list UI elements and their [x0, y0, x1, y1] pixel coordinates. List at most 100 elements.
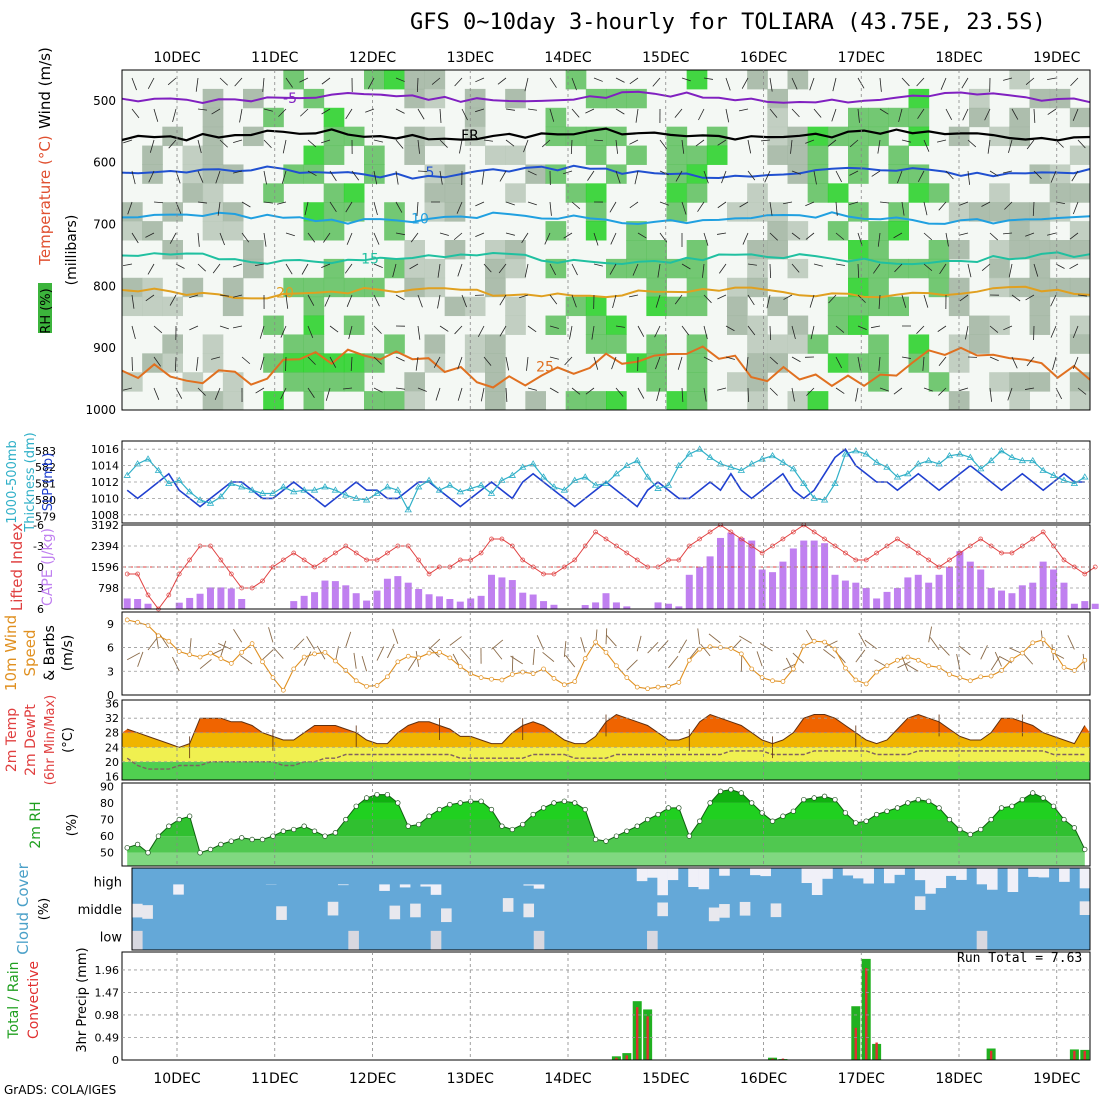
rh-cell [263, 315, 284, 335]
thickness-point [342, 491, 350, 498]
2m-rh-point [530, 811, 536, 818]
lifted-index-point [426, 571, 432, 577]
wind-barb [1050, 325, 1057, 338]
high-cloud-block [1038, 868, 1050, 878]
slp-tick-label: 1014 [91, 460, 119, 473]
thickness-point [1008, 453, 1016, 460]
wind-barb [505, 139, 515, 147]
rh-cell [747, 258, 768, 279]
rh-cell [202, 353, 224, 373]
wind-speed-point [395, 659, 401, 665]
cape-bar [321, 580, 329, 609]
wind-barb [634, 170, 639, 185]
wind-barb [153, 387, 160, 400]
rh-cell [222, 372, 244, 392]
wind-barb [657, 640, 669, 652]
low-cloud-block [647, 930, 658, 950]
rh-cell [1029, 202, 1051, 222]
cape-bar [425, 594, 433, 609]
wind-barb [615, 108, 625, 115]
rh-cell [364, 277, 385, 298]
isotherm-label: 10 [411, 211, 429, 227]
wind-barb [738, 108, 749, 112]
wind-barb [1026, 356, 1035, 367]
high-cloud-block [420, 884, 432, 887]
rh-cell [686, 145, 708, 165]
wind-barb [938, 387, 947, 396]
isotherm-label: 25 [536, 360, 554, 376]
wind-barb [449, 636, 462, 646]
wind-barb [153, 201, 164, 204]
wind-barb [945, 232, 949, 247]
cape-bar [238, 599, 246, 609]
wind-barb [956, 653, 961, 670]
wind-barb [593, 356, 599, 370]
wind-barb [342, 387, 353, 390]
wind-barb [741, 77, 749, 89]
wind-barb [234, 77, 243, 87]
cape-bar [706, 556, 714, 609]
isotherm-25-line [121, 345, 1091, 389]
wind-barb [549, 108, 555, 122]
wind-barb [477, 325, 485, 337]
rh-cell [948, 202, 970, 222]
wind-barb [1046, 77, 1057, 80]
2m-rh-point [280, 828, 286, 834]
cape-bar [373, 590, 381, 609]
2m-rh-point [353, 803, 359, 809]
rh-cell [283, 353, 304, 373]
rh-cell [969, 107, 990, 128]
wind-barb [169, 294, 177, 306]
high-cloud-block [935, 868, 947, 889]
rh-cell [1009, 107, 1030, 128]
2m-rh-point [603, 838, 609, 844]
wind-barb [285, 263, 293, 275]
lifted-index-line [127, 524, 1096, 610]
wind-barb [791, 325, 796, 340]
2m-rh-point [1050, 803, 1057, 809]
rh-cell [807, 183, 829, 203]
x-tick-label-bottom: 12DEC [349, 1071, 396, 1087]
thickness-point [748, 460, 756, 467]
wind-barb [285, 232, 295, 237]
wind-barb [571, 77, 577, 91]
rh-cell [343, 315, 365, 335]
wind-speed-point [426, 650, 432, 656]
wind-barb [611, 356, 617, 370]
wind-barb [901, 139, 911, 143]
thickness-point [269, 489, 277, 496]
wind-barb [240, 655, 253, 665]
thickness-point [810, 494, 818, 501]
rh-cell [485, 334, 506, 354]
cape-bar [966, 561, 974, 609]
chart-title: GFS 0~10day 3-hourly for TOLIARA (43.75E… [410, 10, 1046, 35]
high-cloud-block [698, 868, 710, 890]
precip-convective-bar [865, 968, 868, 1060]
wind-barb [591, 325, 595, 340]
rh-cell [202, 107, 224, 128]
thickness-point [800, 479, 808, 487]
rh-cell [686, 391, 708, 411]
wind-barb [571, 201, 581, 210]
rh-cell [606, 88, 627, 109]
wind-barb [304, 201, 309, 216]
minmax-label: (6hr Min/Max) [43, 695, 58, 785]
thickness-point [519, 463, 527, 470]
wind-barb [769, 356, 779, 365]
thickness-point [914, 460, 922, 467]
wind-barb [417, 139, 420, 154]
wind-barb [259, 325, 265, 339]
wind-speed-point [1030, 640, 1036, 646]
rh-cell [666, 145, 688, 165]
wind-barb [870, 325, 881, 329]
slp-axis-label: SLP (mb) [41, 453, 56, 512]
thickness-point [1039, 466, 1047, 473]
2m-rh-point [582, 806, 588, 813]
rh-cell [848, 277, 869, 298]
wind-barb [395, 294, 405, 301]
wind-barb [532, 648, 535, 665]
wind-barb [439, 108, 442, 123]
rh-cell [989, 202, 1010, 222]
thickness-point [466, 484, 475, 491]
high-cloud-block [636, 868, 648, 882]
